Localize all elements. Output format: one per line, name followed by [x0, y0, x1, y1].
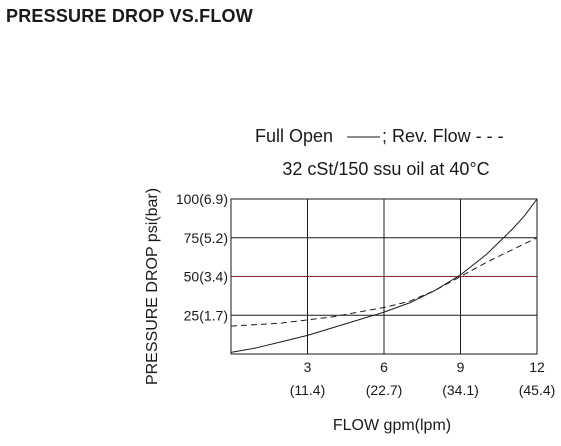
series-line-rev-flow	[230, 237, 538, 327]
x-axis-label: FLOW gpm(lpm)	[333, 417, 451, 434]
x-tick-sublabel: (34.1)	[442, 382, 479, 398]
y-tick-label: 75(5.2)	[184, 230, 228, 246]
y-axis-tick-labels: 25(1.7) 50(3.4) 75(5.2) 100(6.9)	[176, 191, 228, 323]
chart-title-legend-text: ; Rev. Flow - - -	[382, 126, 504, 146]
chart-title: Full Open ; Rev. Flow - - - 32 cSt/150 s…	[255, 126, 504, 179]
plot-area-frame	[230, 198, 538, 355]
x-axis-tick-labels: 3 (11.4) 6 (22.7) 9 (34.1) 12 (45.4)	[290, 359, 556, 398]
chart-title-line2: 32 cSt/150 ssu oil at 40°C	[282, 159, 489, 179]
series-line-full-open	[230, 198, 538, 353]
x-tick-sublabel: (22.7)	[366, 382, 403, 398]
x-tick-label: 6	[380, 359, 388, 375]
page-heading: PRESSURE DROP VS.FLOW	[6, 6, 253, 26]
chart-title-line1: Full Open	[255, 126, 333, 146]
x-tick-sublabel: (11.4)	[290, 382, 326, 398]
y-axis-label: PRESSURE DROP psi(bar)	[144, 188, 161, 385]
y-tick-label: 50(3.4)	[184, 269, 228, 285]
y-tick-label: 25(1.7)	[184, 307, 228, 323]
chart-grid	[231, 199, 537, 354]
x-tick-label: 3	[304, 359, 312, 375]
series-layer	[230, 198, 538, 353]
x-tick-sublabel: (45.4)	[519, 382, 556, 398]
x-tick-label: 9	[457, 359, 465, 375]
x-tick-label: 12	[529, 359, 545, 375]
y-tick-label: 100(6.9)	[176, 191, 228, 207]
